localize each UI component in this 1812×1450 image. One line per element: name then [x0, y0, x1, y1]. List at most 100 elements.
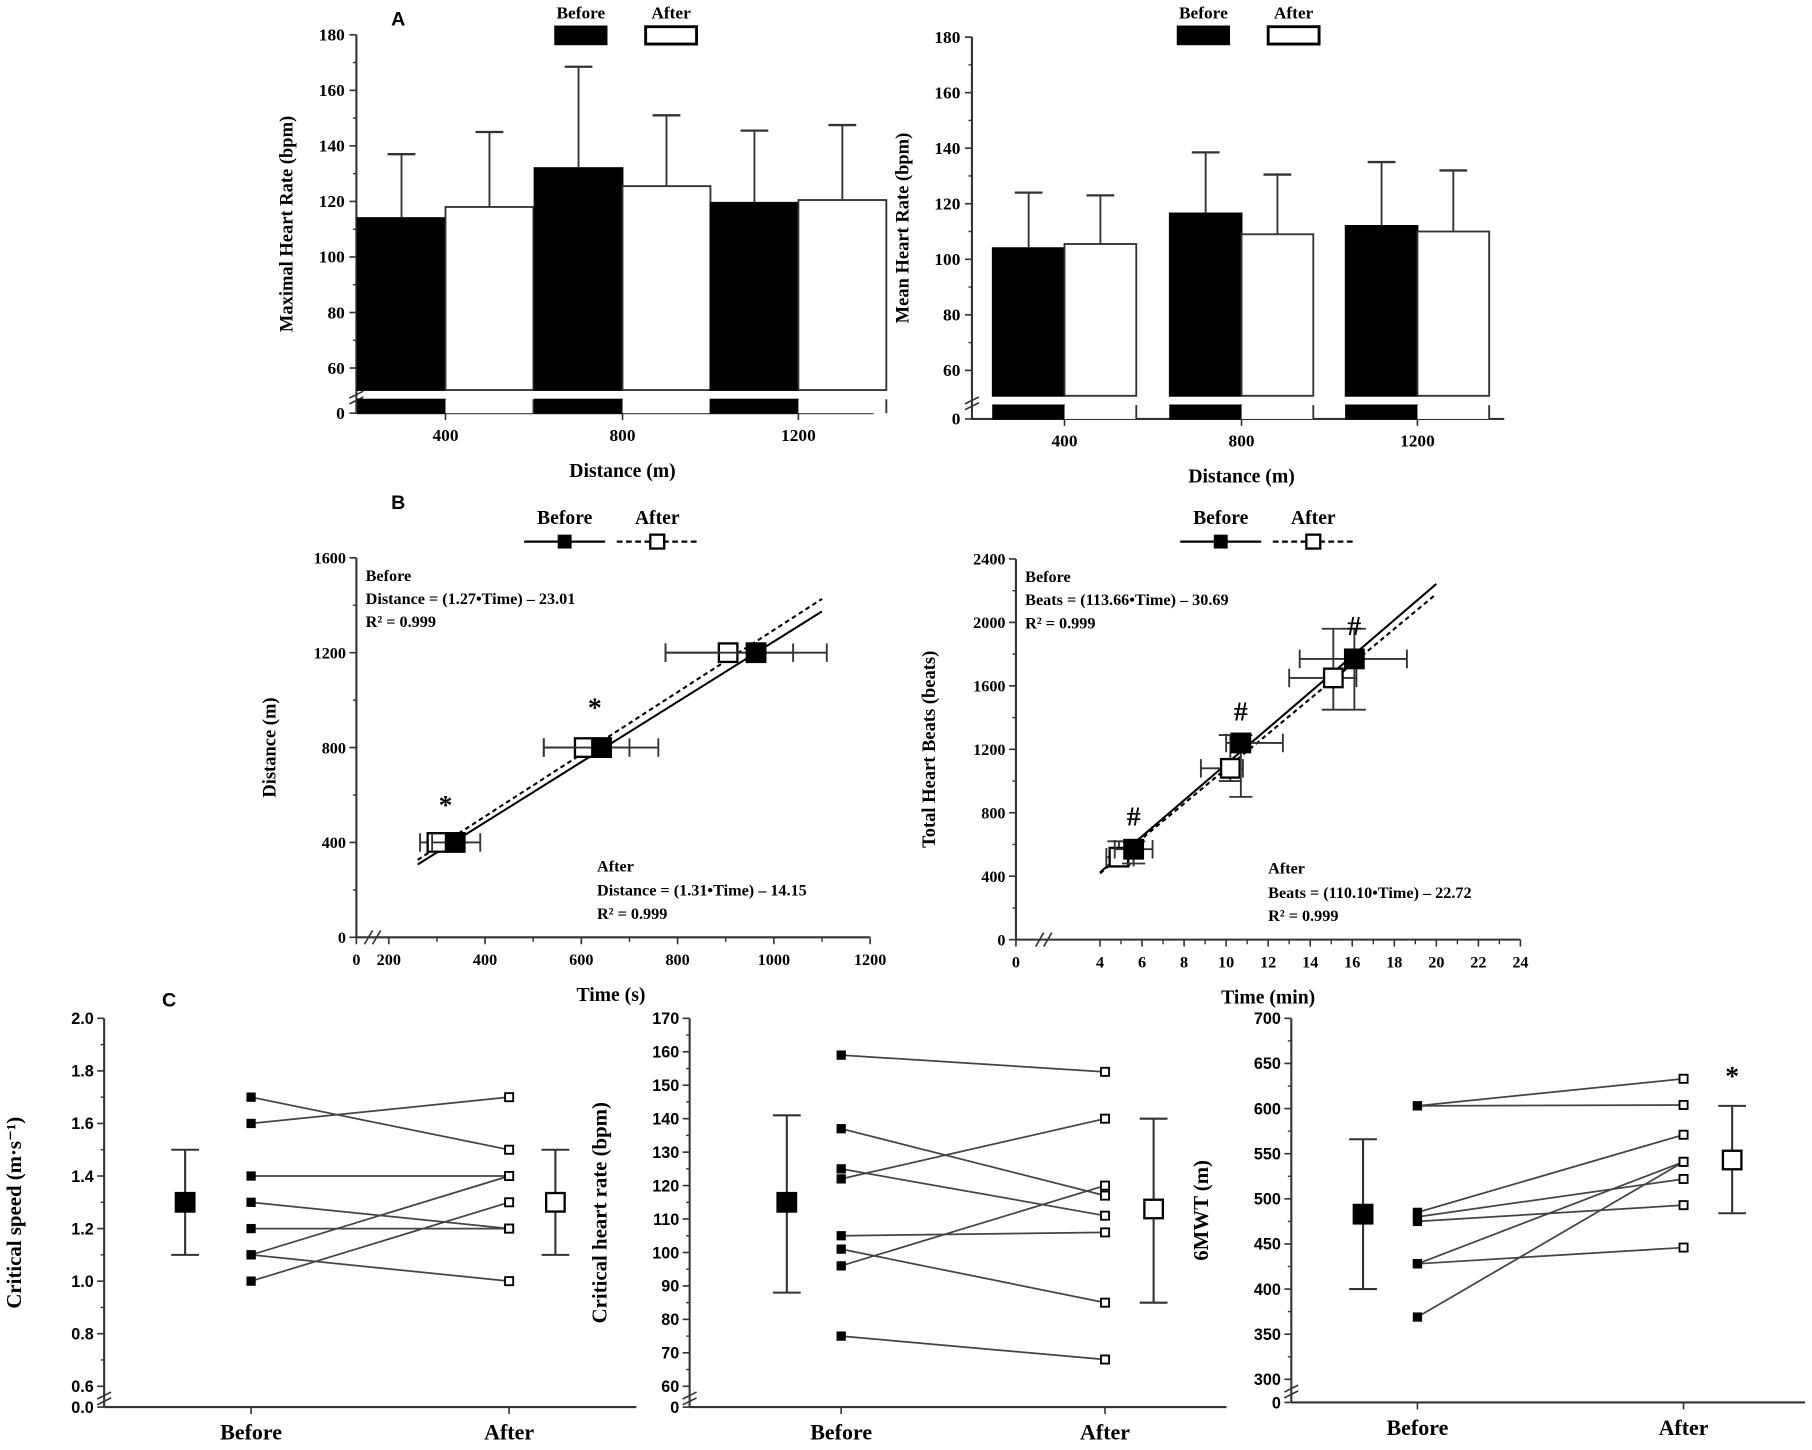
subject-point-after — [1678, 1073, 1689, 1084]
subject-point-after — [1678, 1200, 1689, 1211]
subject-point-before — [1412, 1312, 1423, 1322]
bar-before — [991, 247, 1066, 397]
y-tick-label: 1.4 — [71, 1168, 94, 1186]
x-tick-label: 20 — [1428, 953, 1444, 971]
annotation-before-equation: Distance = (1.27•Time) – 23.01 — [366, 590, 576, 608]
bar-base-after — [622, 399, 711, 414]
subject-point-before — [836, 1244, 846, 1254]
annotation-before-r2: R² = 0.999 — [1025, 614, 1095, 632]
y-axis-label: Critical heart rate (bpm) — [587, 1102, 611, 1323]
subject-point-before — [246, 1223, 256, 1234]
legend-label-before: Before — [1193, 507, 1249, 529]
subject-point-after — [1100, 1227, 1110, 1238]
y-axis-label: Mean Heart Rate (bpm) — [893, 133, 913, 324]
y-tick-label: 0 — [1272, 1394, 1281, 1412]
x-tick-label: After — [1659, 1415, 1709, 1440]
subject-point-before — [1412, 1216, 1423, 1227]
subject-point-before — [836, 1164, 846, 1174]
subject-line — [250, 1175, 510, 1256]
subject-point-before — [246, 1276, 256, 1286]
annotation-before-r2: R² = 0.999 — [366, 613, 436, 631]
fit-line-before — [1099, 583, 1438, 874]
x-tick-label: 1200 — [781, 426, 816, 445]
legend-label-after: After — [1274, 4, 1314, 23]
legend-label-after: After — [635, 507, 680, 529]
subject-point-before — [1412, 1101, 1423, 1111]
subject-point-after — [504, 1144, 515, 1155]
y-tick-label: 1.0 — [71, 1273, 94, 1291]
legend: Before After — [554, 4, 699, 46]
y-tick-label: 70 — [661, 1345, 679, 1363]
annotation-after-r2: R² = 0.999 — [597, 905, 667, 923]
subject-point-after — [504, 1276, 515, 1287]
x-tick-label: After — [484, 1420, 534, 1445]
legend: Before After — [1180, 507, 1354, 550]
subject-point-after — [1678, 1129, 1689, 1140]
y-tick-label: 600 — [1254, 1100, 1281, 1118]
y-tick-label: 0.6 — [71, 1378, 94, 1396]
subject-point-before — [836, 1050, 846, 1060]
subject-point-after — [504, 1092, 515, 1103]
y-tick-label: 0.0 — [71, 1399, 94, 1417]
y-tick-label: 400 — [1254, 1281, 1281, 1299]
y-axis-label: Critical speed (m·s⁻¹) — [2, 1117, 26, 1309]
subject-line — [1417, 1133, 1684, 1214]
bar-before — [356, 217, 447, 391]
subject-point-after — [1100, 1210, 1110, 1221]
subject-point-after — [1100, 1354, 1110, 1365]
legend-label-before: Before — [1179, 4, 1228, 23]
annotation-after-r2: R² = 0.999 — [1268, 907, 1338, 925]
y-tick-label: 500 — [1254, 1191, 1281, 1209]
subject-point-before — [246, 1118, 256, 1129]
x-tick-label: 14 — [1302, 953, 1318, 971]
x-tick-label: 400 — [473, 951, 497, 969]
y-tick-label: 1.6 — [71, 1115, 94, 1133]
paired-chart-cs: 0.0 0.6 0.8 1.0 1.2 1.4 1.6 1.8 2.0 Before After Cr… — [2, 1010, 637, 1445]
data-point-before — [1343, 648, 1365, 670]
y-tick-label: 60 — [661, 1378, 679, 1396]
subject-point-before — [836, 1124, 846, 1134]
bar-base-before — [709, 398, 799, 414]
subject-line — [841, 1248, 1106, 1304]
y-tick-label: 650 — [1254, 1055, 1281, 1073]
subject-point-before — [836, 1174, 846, 1184]
scatter-chart-distance: 0 400 800 1200 1600 0 200 400 600 800 1000 1200 * * Be… — [260, 507, 886, 1006]
y-tick-label: 60 — [943, 361, 961, 380]
y-tick-label: 0 — [338, 929, 346, 947]
subject-line — [1416, 1161, 1685, 1318]
x-tick-label: 200 — [377, 951, 401, 969]
bar-after — [1240, 233, 1315, 397]
subject-line — [840, 1184, 1106, 1267]
y-tick-label: 120 — [652, 1177, 679, 1195]
axis-break-mark — [964, 396, 980, 405]
y-tick-label: 180 — [319, 26, 345, 45]
legend-label-after: After — [651, 4, 691, 23]
x-tick-label: 10 — [1218, 953, 1234, 971]
significance-marker: # — [1234, 697, 1248, 728]
subject-point-after — [1100, 1066, 1110, 1077]
y-tick-label: 2400 — [973, 551, 1005, 569]
y-tick-label: 350 — [1254, 1326, 1281, 1344]
y-tick-label: 80 — [327, 303, 345, 322]
x-tick-label: 0 — [1012, 953, 1020, 971]
legend-marker-before — [557, 534, 572, 549]
x-tick-label: 8 — [1180, 953, 1188, 971]
y-tick-label: 160 — [934, 83, 960, 102]
summary-point-before — [174, 1191, 196, 1213]
legend-label-before: Before — [556, 4, 605, 23]
significance-marker: * — [1725, 1061, 1739, 1092]
x-axis-label: Time (min) — [1221, 986, 1315, 1008]
y-tick-label: 0 — [336, 404, 345, 423]
paired-chart-chr: 0 60 70 80 90 100 110 120 130 140 150 160 170 Before A… — [587, 1010, 1227, 1445]
bar-base-before — [1345, 404, 1419, 420]
subject-line — [841, 1335, 1106, 1361]
significance-marker: * — [439, 790, 453, 821]
subject-line — [251, 1254, 510, 1283]
bar-chart-meanhr: 0 60 80 100 120 140 160 180 400 800 1200 Distance (… — [893, 4, 1505, 488]
y-tick-label: 130 — [652, 1144, 679, 1162]
bar-base-after — [1417, 405, 1490, 419]
x-tick-label: 12 — [1260, 953, 1276, 971]
bar-base-before — [356, 398, 447, 414]
subject-line — [841, 1117, 1106, 1180]
